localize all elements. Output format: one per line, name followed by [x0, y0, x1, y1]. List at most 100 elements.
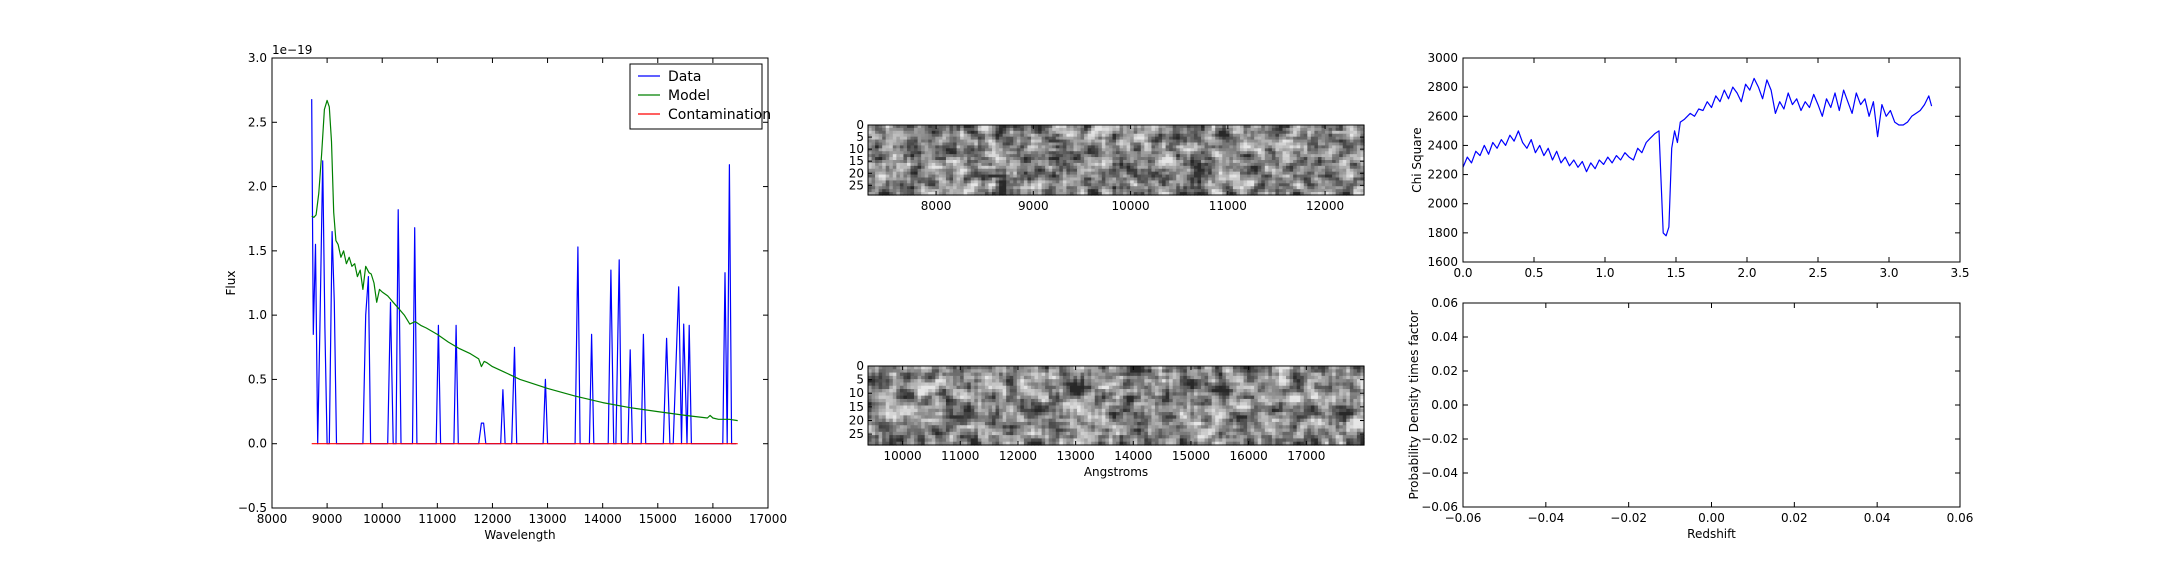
image-pixel	[1346, 148, 1351, 152]
image-pixel	[1045, 136, 1050, 141]
image-pixel	[1303, 398, 1308, 403]
image-pixel	[1229, 125, 1234, 129]
image-pixel	[1289, 162, 1294, 167]
image-pixel	[1282, 151, 1287, 155]
image-pixel	[885, 148, 890, 152]
image-pixel	[1250, 162, 1255, 167]
image-pixel	[1240, 142, 1245, 147]
image-pixel	[1314, 148, 1319, 152]
image-pixel	[1317, 192, 1323, 196]
image-pixel	[1151, 382, 1156, 387]
image-pixel	[1009, 192, 1014, 196]
image-pixel	[988, 160, 993, 164]
image-pixel	[921, 125, 926, 129]
image-pixel	[1250, 151, 1255, 155]
image-pixel	[921, 160, 926, 164]
image-pixel	[963, 151, 968, 155]
image-pixel	[1002, 389, 1007, 393]
image-pixel	[1144, 186, 1149, 190]
image-pixel	[1222, 189, 1227, 193]
image-pixel	[1232, 186, 1238, 190]
image-pixel	[1006, 398, 1011, 403]
image-pixel	[1108, 366, 1114, 370]
image-pixel	[956, 180, 961, 184]
image-pixel	[1055, 136, 1060, 141]
image-pixel	[1193, 130, 1199, 135]
image-pixel	[1293, 136, 1298, 141]
image-pixel	[949, 395, 954, 400]
image-pixel	[1165, 395, 1170, 400]
image-pixel	[1151, 395, 1156, 400]
image-pixel	[1317, 168, 1323, 173]
image-pixel	[899, 177, 905, 182]
image-pixel	[1300, 375, 1305, 380]
image-pixel	[999, 148, 1004, 152]
image-pixel	[1016, 151, 1021, 155]
image-pixel	[1179, 382, 1184, 387]
image-pixel	[1232, 366, 1238, 370]
image-pixel	[1310, 395, 1315, 400]
image-pixel	[1048, 148, 1053, 152]
image-pixel	[1335, 369, 1340, 374]
image-pixel	[1154, 177, 1160, 182]
image-pixel	[1158, 392, 1163, 397]
image-pixel	[896, 171, 901, 176]
image-pixel	[1059, 174, 1064, 179]
image-pixel	[949, 127, 954, 132]
image-pixel	[1006, 177, 1011, 182]
image-pixel	[896, 375, 901, 380]
image-pixel	[1307, 133, 1312, 138]
image-pixel	[1289, 398, 1294, 403]
image-pixel	[1335, 366, 1340, 370]
image-pixel	[960, 160, 965, 164]
image-pixel	[1116, 142, 1121, 147]
image-pixel	[1144, 395, 1149, 400]
image-pixel	[1303, 127, 1308, 132]
image-pixel	[1349, 125, 1354, 129]
image-pixel	[1130, 127, 1135, 132]
image-pixel	[1087, 151, 1092, 155]
image-pixel	[1112, 189, 1117, 193]
image-pixel	[1204, 389, 1209, 393]
image-pixel	[1328, 366, 1333, 370]
image-pixel	[1193, 148, 1199, 152]
image-pixel	[1346, 168, 1351, 173]
image-pixel	[1349, 392, 1354, 397]
image-pixel	[1201, 162, 1206, 167]
image-pixel	[1282, 133, 1287, 138]
image-pixel	[1300, 189, 1305, 193]
image-pixel	[1243, 130, 1248, 135]
image-pixel	[1229, 372, 1234, 377]
image-pixel	[1041, 398, 1046, 403]
image-pixel	[1052, 369, 1057, 374]
image-pixel	[1353, 130, 1358, 135]
image-pixel	[1282, 366, 1287, 370]
image-pixel	[1264, 148, 1269, 152]
image-pixel	[1321, 139, 1326, 144]
image-pixel	[1293, 186, 1298, 190]
image-pixel	[1084, 392, 1089, 397]
image-pixel	[1240, 389, 1245, 393]
image-pixel	[1140, 382, 1145, 387]
image-pixel	[1314, 177, 1319, 182]
image-pixel	[1328, 375, 1333, 380]
image-pixel	[1108, 375, 1114, 380]
image-pixel	[1261, 160, 1266, 164]
image-pixel	[960, 369, 965, 374]
image-pixel	[917, 369, 922, 374]
image-pixel	[1300, 186, 1305, 190]
image-pixel	[1261, 177, 1266, 182]
image-pixel	[967, 139, 972, 144]
image-pixel	[1098, 382, 1103, 387]
image-pixel	[921, 189, 926, 193]
image-pixel	[1339, 385, 1344, 390]
image-pixel	[1197, 148, 1202, 152]
image-pixel	[1186, 165, 1191, 170]
image-pixel	[885, 142, 890, 147]
image-pixel	[1098, 379, 1103, 384]
image-pixel	[981, 177, 986, 182]
image-pixel	[928, 125, 933, 129]
image-pixel	[995, 389, 1000, 393]
image-pixel	[1321, 154, 1326, 158]
image-pixel	[1055, 133, 1060, 138]
